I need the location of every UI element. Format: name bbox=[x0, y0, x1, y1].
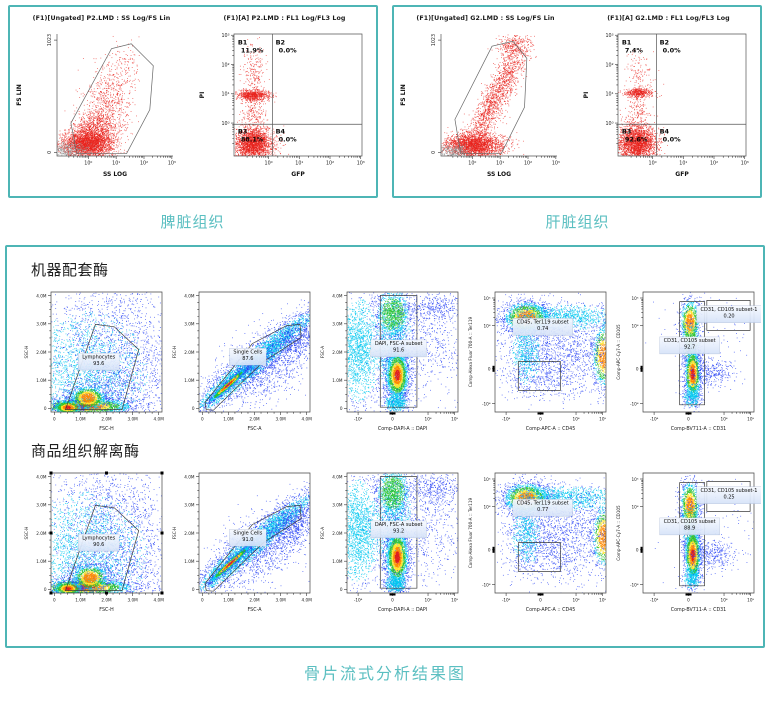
spleen-fl-flow-plot: (F1)[A] P2.LMD : FL1 Log/FL3 Log bbox=[193, 7, 376, 196]
liver-panel: (F1)[Ungated] G2.LMD : SS Log/FS Lin (F1)… bbox=[392, 5, 762, 198]
liver-fl-flow-plot: (F1)[A] G2.LMD : FL1 Log/FL3 Log bbox=[577, 7, 760, 196]
r1p1-canvas bbox=[21, 286, 169, 438]
spleen-ssfs-canvas bbox=[10, 28, 193, 186]
r1p4-canvas bbox=[465, 286, 613, 438]
r2p4-canvas bbox=[465, 467, 613, 619]
spleen-fl-canvas bbox=[193, 28, 376, 186]
r2p4-flow-plot bbox=[465, 467, 613, 619]
r1p1-flow-plot bbox=[21, 286, 169, 438]
r2p2-flow-plot bbox=[169, 467, 317, 619]
r1p2-canvas bbox=[169, 286, 317, 438]
commercial-enzyme-plot-row bbox=[21, 467, 763, 619]
r2p5-canvas bbox=[613, 467, 761, 619]
r1p4-flow-plot bbox=[465, 286, 613, 438]
liver-fl-title: (F1)[A] G2.LMD : FL1 Log/FL3 Log bbox=[607, 15, 730, 22]
liver-ssfs-canvas bbox=[394, 28, 577, 186]
r2p3-flow-plot bbox=[317, 467, 465, 619]
row1-label: 机器配套酶 bbox=[31, 261, 109, 279]
machine-enzyme-plot-row bbox=[21, 286, 763, 438]
spleen-panel: (F1)[Ungated] P2.LMD : SS Log/FS Lin (F1)… bbox=[8, 5, 378, 198]
top-panels-row: (F1)[Ungated] P2.LMD : SS Log/FS Lin (F1)… bbox=[8, 5, 762, 198]
r2p1-flow-plot bbox=[21, 467, 169, 619]
top-captions-row: 脾脏组织 肝脏组织 bbox=[0, 211, 770, 235]
r2p3-canvas bbox=[317, 467, 465, 619]
r2p1-canvas bbox=[21, 467, 169, 619]
liver-ssfs-flow-plot: (F1)[Ungated] G2.LMD : SS Log/FS Lin bbox=[394, 7, 577, 196]
r2p5-flow-plot bbox=[613, 467, 761, 619]
liver-fl-canvas bbox=[577, 28, 760, 186]
r2p2-canvas bbox=[169, 467, 317, 619]
row2-label: 商品组织解离酶 bbox=[31, 442, 140, 460]
liver-ssfs-title: (F1)[Ungated] G2.LMD : SS Log/FS Lin bbox=[416, 15, 555, 22]
spleen-ssfs-flow-plot: (F1)[Ungated] P2.LMD : SS Log/FS Lin bbox=[10, 7, 193, 196]
r1p3-canvas bbox=[317, 286, 465, 438]
bone-analysis-panel: 机器配套酶 商品组织解离酶 bbox=[5, 245, 765, 648]
r1p2-flow-plot bbox=[169, 286, 317, 438]
figure-caption: 骨片流式分析结果图 bbox=[303, 664, 466, 683]
r1p5-flow-plot bbox=[613, 286, 761, 438]
r1p3-flow-plot bbox=[317, 286, 465, 438]
spleen-ssfs-title: (F1)[Ungated] P2.LMD : SS Log/FS Lin bbox=[32, 15, 171, 22]
spleen-fl-title: (F1)[A] P2.LMD : FL1 Log/FL3 Log bbox=[223, 15, 346, 22]
r1p5-canvas bbox=[613, 286, 761, 438]
spleen-caption: 脾脏组织 bbox=[160, 213, 225, 231]
liver-caption: 肝脏组织 bbox=[545, 213, 610, 231]
